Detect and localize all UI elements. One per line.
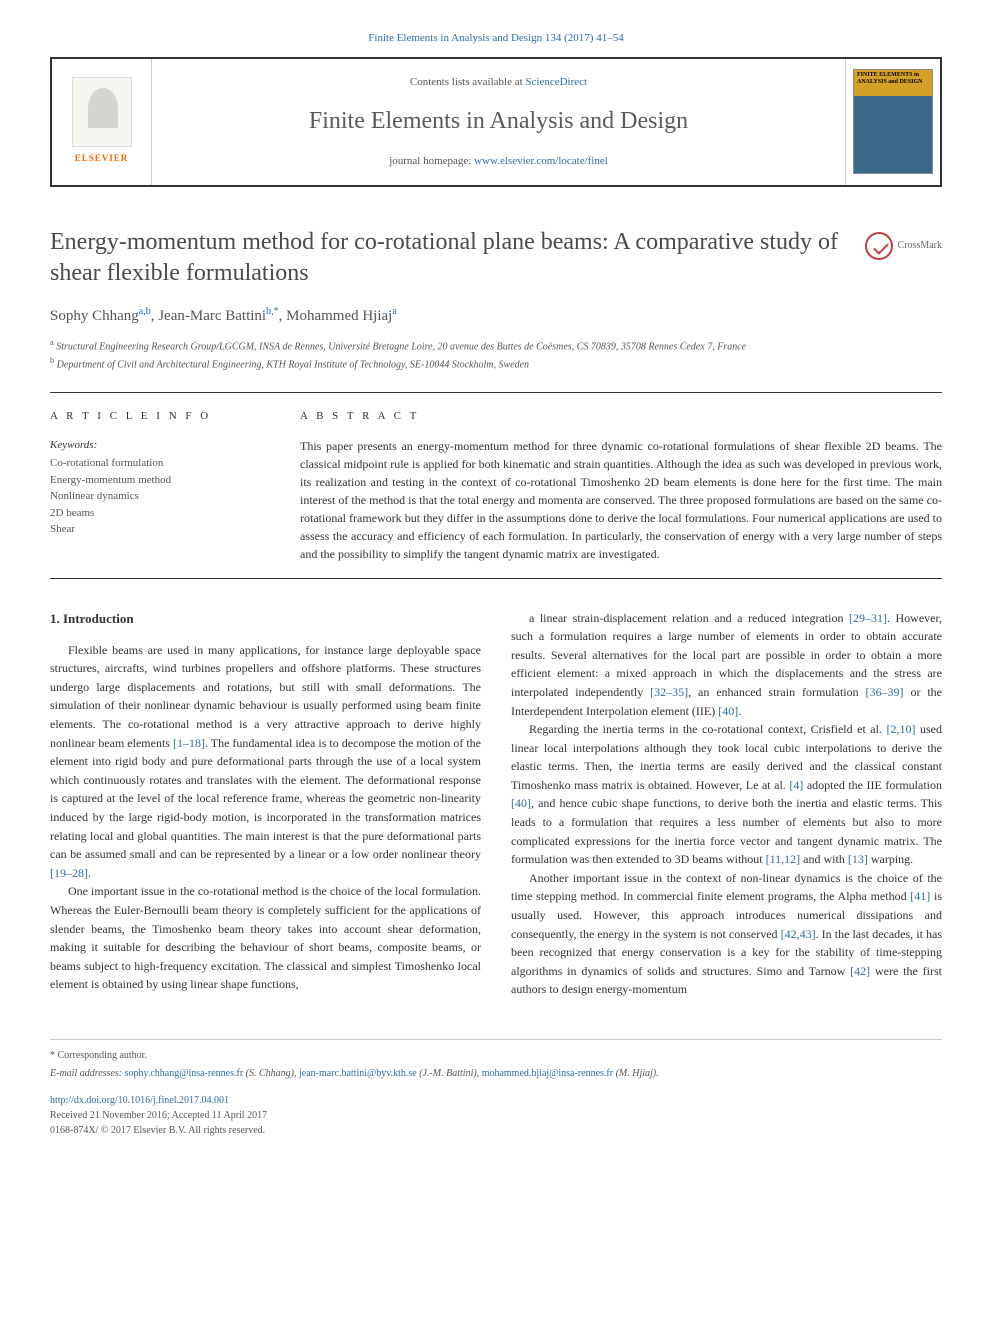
ref-link[interactable]: [42,43] (781, 927, 816, 941)
corresponding-author-note: * Corresponding author. (50, 1048, 942, 1063)
ref-link[interactable]: [40] (511, 796, 531, 810)
cover-image: FINITE ELEMENTS in ANALYSIS and DESIGN (853, 69, 933, 174)
intro-p4: Regarding the inertia terms in the co-ro… (511, 720, 942, 869)
affiliations: a Structural Engineering Research Group/… (50, 337, 942, 372)
ref-link[interactable]: [29–31] (849, 611, 887, 625)
title-row: Energy-momentum method for co-rotational… (50, 227, 942, 289)
journal-header-center: Contents lists available at ScienceDirec… (152, 59, 845, 185)
email-link[interactable]: sophy.chhang@insa-rennes.fr (125, 1068, 244, 1079)
intro-p1: Flexible beams are used in many applicat… (50, 641, 481, 883)
homepage-link[interactable]: www.elsevier.com/locate/finel (474, 155, 608, 167)
article-title: Energy-momentum method for co-rotational… (50, 227, 850, 289)
journal-cover-thumbnail[interactable]: FINITE ELEMENTS in ANALYSIS and DESIGN (845, 59, 940, 185)
info-abstract-block: A R T I C L E I N F O Keywords: Co-rotat… (50, 392, 942, 579)
intro-heading: 1. Introduction (50, 609, 481, 629)
email-link[interactable]: jean-marc.battini@byv.kth.se (299, 1068, 417, 1079)
intro-p3: a linear strain-displacement relation an… (511, 609, 942, 721)
top-citation[interactable]: Finite Elements in Analysis and Design 1… (50, 30, 942, 47)
footer: * Corresponding author. E-mail addresses… (50, 1039, 942, 1138)
abstract-text: This paper presents an energy-momentum m… (300, 437, 942, 563)
article-info: A R T I C L E I N F O Keywords: Co-rotat… (50, 408, 260, 563)
ref-link[interactable]: [32–35] (650, 685, 688, 699)
ref-link[interactable]: [2,10] (886, 722, 915, 736)
received-dates: Received 21 November 2016; Accepted 11 A… (50, 1108, 942, 1123)
ref-link[interactable]: [36–39] (866, 685, 904, 699)
affiliation-a: a Structural Engineering Research Group/… (50, 337, 942, 354)
contents-line: Contents lists available at ScienceDirec… (410, 74, 587, 91)
email-link[interactable]: mohammed.hjiaj@insa-rennes.fr (482, 1068, 613, 1079)
ref-link[interactable]: [42] (850, 964, 870, 978)
doi-link[interactable]: http://dx.doi.org/10.1016/j.finel.2017.0… (50, 1095, 229, 1106)
ref-link[interactable]: [1–18] (173, 736, 205, 750)
publisher-name: ELSEVIER (75, 152, 129, 166)
ref-link[interactable]: [41] (910, 889, 930, 903)
ref-link[interactable]: [40] (718, 704, 738, 718)
affiliation-b: b Department of Civil and Architectural … (50, 355, 942, 372)
contents-prefix: Contents lists available at (410, 76, 525, 88)
authors: Sophy Chhanga,b, Jean-Marc Battinib,*, M… (50, 304, 942, 328)
abstract-head: A B S T R A C T (300, 408, 942, 425)
elsevier-tree-icon (72, 77, 132, 147)
ref-link[interactable]: [13] (848, 852, 868, 866)
crossmark-icon (865, 232, 893, 260)
keywords-label: Keywords: (50, 437, 260, 454)
cover-label: FINITE ELEMENTS in ANALYSIS and DESIGN (857, 72, 932, 85)
emails-label: E-mail addresses: (50, 1068, 125, 1079)
copyright: 0168-874X/ © 2017 Elsevier B.V. All righ… (50, 1123, 942, 1138)
sciencedirect-link[interactable]: ScienceDirect (525, 76, 587, 88)
article-body: 1. Introduction Flexible beams are used … (50, 609, 942, 999)
publisher-logo[interactable]: ELSEVIER (52, 59, 152, 185)
article-info-head: A R T I C L E I N F O (50, 408, 260, 425)
keywords-list: Co-rotational formulationEnergy-momentum… (50, 455, 260, 538)
ref-link[interactable]: [11,12] (766, 852, 801, 866)
journal-header: ELSEVIER Contents lists available at Sci… (50, 57, 942, 187)
crossmark-label: CrossMark (898, 238, 942, 253)
journal-name: Finite Elements in Analysis and Design (309, 103, 688, 139)
intro-p2: One important issue in the co-rotational… (50, 882, 481, 994)
ref-link[interactable]: [4] (789, 778, 803, 792)
intro-p5: Another important issue in the context o… (511, 869, 942, 999)
doi: http://dx.doi.org/10.1016/j.finel.2017.0… (50, 1093, 942, 1108)
homepage-prefix: journal homepage: (389, 155, 474, 167)
email-addresses: E-mail addresses: sophy.chhang@insa-renn… (50, 1066, 942, 1081)
ref-link[interactable]: [19–28] (50, 866, 88, 880)
crossmark-badge[interactable]: CrossMark (865, 232, 942, 260)
abstract: A B S T R A C T This paper presents an e… (300, 408, 942, 563)
homepage-line: journal homepage: www.elsevier.com/locat… (389, 153, 608, 170)
